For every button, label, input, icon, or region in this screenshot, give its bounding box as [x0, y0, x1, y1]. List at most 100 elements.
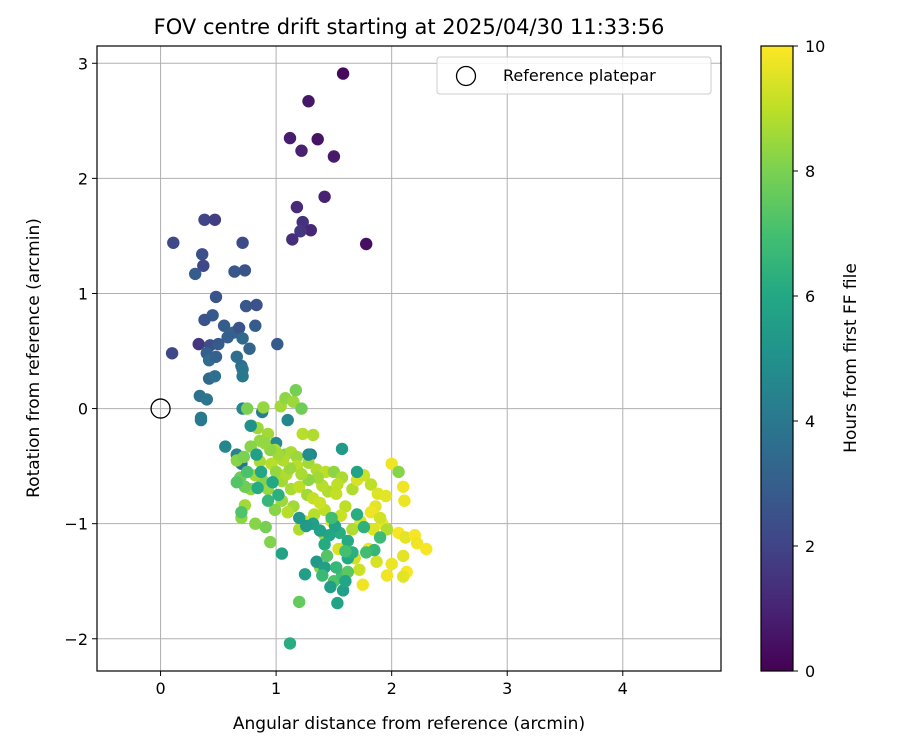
- data-point: [311, 133, 324, 146]
- data-point: [192, 337, 205, 351]
- data-point: [250, 298, 263, 312]
- data-point: [249, 517, 262, 530]
- reference-platepar-marker: [150, 398, 171, 419]
- data-point: [283, 131, 297, 145]
- data-point: [350, 465, 364, 479]
- data-point: [293, 595, 306, 609]
- data-point: [300, 519, 313, 533]
- axis-ticks: 0 1 2 3 4 −2 −1 0 1 2 3: [64, 54, 627, 698]
- y-tick-label: −1: [64, 515, 88, 534]
- data-point: [335, 442, 349, 456]
- data-point: [269, 465, 283, 479]
- data-point: [250, 448, 263, 461]
- legend-marker: [455, 65, 477, 87]
- data-point: [196, 248, 209, 261]
- data-point: [350, 508, 364, 521]
- colorbar-tick-label: 10: [805, 37, 825, 56]
- data-point: [302, 95, 315, 108]
- data-point: [364, 506, 378, 519]
- data-point: [370, 555, 383, 568]
- data-point: [198, 313, 211, 327]
- data-point: [209, 290, 223, 304]
- y-tick-label: 0: [78, 400, 88, 419]
- data-point: [323, 529, 336, 542]
- data-point: [238, 264, 252, 277]
- data-point: [410, 537, 424, 550]
- data-point: [266, 476, 279, 489]
- data-point: [320, 549, 334, 563]
- grid-lines: [97, 46, 721, 671]
- data-point: [380, 523, 394, 536]
- data-point: [272, 488, 285, 502]
- data-point: [208, 213, 222, 226]
- data-point: [357, 520, 371, 534]
- data-point: [336, 67, 350, 80]
- data-point: [221, 331, 234, 344]
- x-tick-label: 0: [155, 679, 165, 698]
- data-point: [241, 402, 254, 415]
- data-point: [212, 337, 225, 351]
- data-point: [339, 500, 352, 513]
- data-point: [287, 395, 300, 408]
- data-point: [327, 150, 341, 163]
- data-point: [286, 233, 299, 246]
- data-point: [239, 299, 253, 313]
- colorbar-ticks: 0 2 4 6 8 10: [793, 37, 825, 681]
- data-point: [244, 419, 257, 432]
- data-point: [397, 549, 410, 563]
- x-tick-label: 1: [271, 679, 281, 698]
- data-point: [296, 427, 309, 441]
- chart-title: FOV centre drift starting at 2025/04/30 …: [154, 15, 665, 39]
- data-point: [208, 370, 222, 383]
- data-point: [209, 350, 223, 363]
- data-point: [264, 535, 277, 549]
- data-point: [304, 224, 317, 237]
- data-point: [330, 561, 343, 574]
- data-point: [271, 337, 284, 351]
- data-point: [268, 503, 282, 517]
- data-point: [356, 578, 369, 591]
- data-point: [237, 450, 250, 464]
- data-point: [219, 440, 232, 453]
- data-point: [230, 476, 243, 489]
- data-point: [346, 523, 359, 536]
- data-point: [360, 237, 373, 251]
- data-point: [364, 478, 378, 491]
- plot-frame: [96, 45, 722, 672]
- x-tick-label: 4: [618, 679, 628, 698]
- y-tick-label: −2: [64, 630, 88, 649]
- data-point: [251, 481, 264, 495]
- colorbar-tick-label: 6: [805, 287, 815, 306]
- data-point: [341, 534, 354, 548]
- data-point: [295, 144, 308, 157]
- data-point: [316, 569, 329, 582]
- data-point: [385, 457, 398, 470]
- data-point: [339, 545, 352, 558]
- data-point: [259, 520, 272, 534]
- data-point: [249, 319, 262, 332]
- data-point: [302, 448, 315, 461]
- data-point: [385, 557, 398, 571]
- data-point: [293, 511, 306, 525]
- data-point: [373, 531, 387, 544]
- data-point: [289, 384, 302, 397]
- data-point: [379, 489, 393, 503]
- x-tick-label: 3: [502, 679, 512, 698]
- data-point: [331, 596, 344, 610]
- data-point: [353, 563, 366, 576]
- data-point: [293, 480, 306, 493]
- data-point: [295, 402, 308, 415]
- data-point: [217, 319, 231, 332]
- data-point: [243, 342, 256, 355]
- colorbar-gradient: [760, 45, 794, 672]
- data-point: [397, 480, 410, 493]
- colorbar-tick-label: 2: [805, 537, 815, 556]
- data-point: [420, 542, 433, 556]
- colorbar-tick-label: 4: [805, 412, 815, 431]
- data-point: [194, 413, 208, 427]
- data-point: [283, 637, 297, 650]
- colorbar-tick-label: 0: [805, 662, 815, 681]
- data-point: [254, 465, 268, 479]
- data-point: [306, 428, 320, 442]
